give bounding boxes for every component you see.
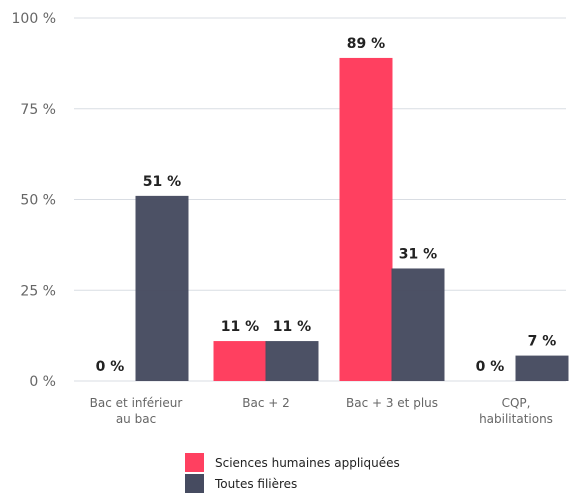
legend-label: Sciences humaines appliquées — [215, 456, 400, 470]
legend-swatch — [185, 474, 204, 493]
labels-layer: 0 % 25 % 50 % 75 % 100 % 0 % 11 % 89 % 0 % 51 % 11… — [12, 11, 557, 426]
data-label: 7 % — [528, 334, 557, 350]
x-tick-label: Bac + 2 — [242, 396, 290, 410]
legend-label: Toutes filières — [214, 477, 297, 491]
x-tick-label: CQP, habilitations — [479, 396, 553, 426]
y-tick-label: 0 % — [29, 374, 56, 390]
bars-layer — [135, 57, 569, 382]
x-tick-label-line: CQP, — [502, 396, 531, 410]
y-tick-label: 75 % — [20, 102, 56, 118]
data-label: 11 % — [221, 319, 259, 335]
data-label: 51 % — [143, 174, 181, 190]
bar-sciences-humaines — [339, 57, 393, 382]
x-tick-label-line: Bac + 2 — [242, 396, 290, 410]
data-label: 89 % — [347, 36, 385, 52]
legend-swatch — [185, 453, 204, 472]
x-tick-label-line: habilitations — [479, 412, 553, 426]
y-tick-label: 25 % — [20, 283, 56, 299]
x-tick-label: Bac + 3 et plus — [346, 396, 438, 410]
bar-toutes-filieres — [515, 355, 569, 381]
x-tick-label-line: au bac — [116, 412, 156, 426]
bar-sciences-humaines — [213, 341, 267, 381]
bar-toutes-filieres — [391, 268, 445, 381]
y-tick-label: 50 % — [20, 193, 56, 209]
data-label: 0 % — [96, 359, 125, 375]
x-tick-label-line: Bac + 3 et plus — [346, 396, 438, 410]
data-label: 0 % — [476, 359, 505, 375]
data-label: 11 % — [273, 319, 311, 335]
y-tick-label: 100 % — [12, 11, 56, 27]
bar-toutes-filieres — [265, 341, 319, 381]
legend: Sciences humaines appliquées Toutes filiè… — [185, 453, 400, 493]
x-tick-label-line: Bac et inférieur — [90, 396, 183, 410]
x-tick-label: Bac et inférieur au bac — [90, 396, 183, 426]
bar-toutes-filieres — [135, 195, 189, 381]
data-label: 31 % — [399, 246, 437, 262]
